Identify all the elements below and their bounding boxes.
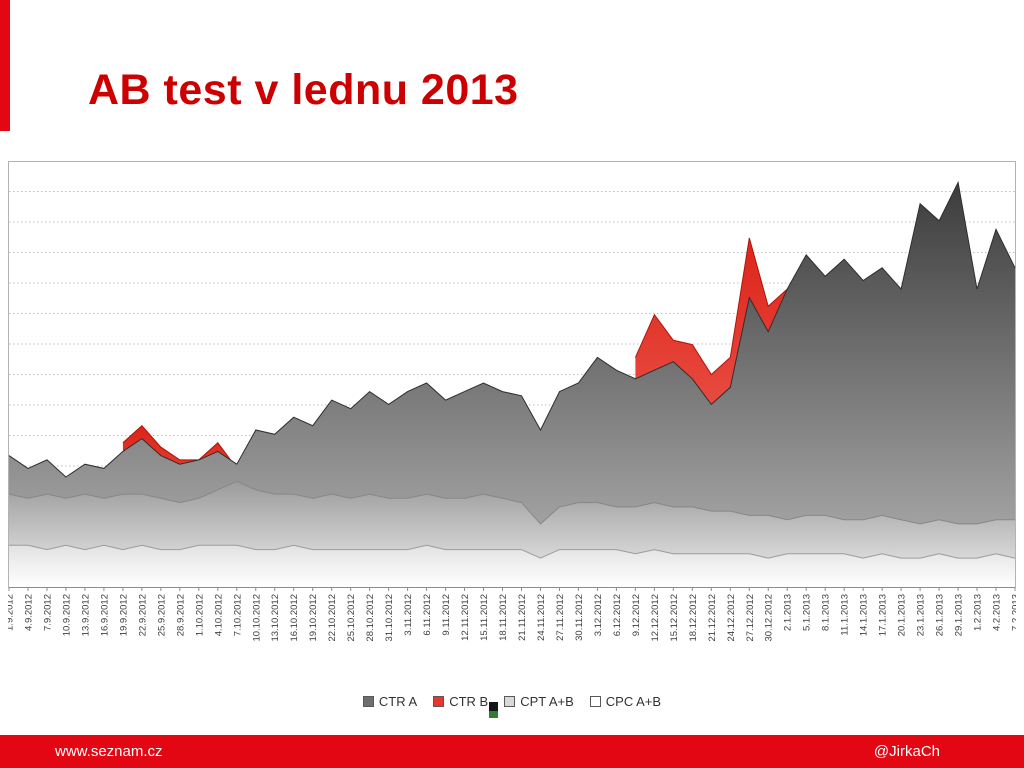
chart: 1.9.2012 4.9.2012 7.9.2012 10.9.2012 13.9.20…: [8, 161, 1016, 709]
slide-title: AB test v lednu 2013: [88, 66, 519, 114]
x-tick-label: 2.1.2013: [783, 594, 794, 631]
legend-swatch: [362, 696, 374, 707]
footer-right-text: @JirkaCh: [873, 743, 940, 760]
x-tick-label: 24.11.2012: [536, 594, 547, 641]
small-artifact-icon: [489, 702, 498, 718]
x-tick-label: 9.12.2012: [631, 594, 642, 636]
x-tick-label: 16.9.2012: [99, 594, 110, 636]
accent-bar: [0, 0, 10, 131]
x-tick-label: 4.9.2012: [23, 594, 34, 631]
x-tick-label: 1.10.2012: [194, 594, 205, 636]
x-tick-label: 30.12.2012: [764, 594, 775, 642]
x-tick-label: 19.10.2012: [308, 594, 319, 642]
x-tick-label: 31.10.2012: [384, 594, 395, 642]
x-tick-label: 7.2.2013: [1011, 594, 1017, 631]
legend-label: CPC A+B: [605, 694, 662, 709]
legend-label: CTR A: [378, 694, 418, 709]
legend-label: CPT A+B: [520, 694, 574, 709]
legend-item-ctr-b: CTR B: [433, 694, 488, 709]
x-tick-label: 30.11.2012: [574, 594, 585, 641]
legend-swatch: [433, 696, 445, 707]
x-tick-label: 9.11.2012: [441, 594, 452, 636]
x-tick-label: 5.1.2013: [802, 594, 813, 631]
x-tick-label: 3.11.2012: [403, 594, 414, 636]
chart-legend: CTR A CTR B CPT A+B CPC A+B: [8, 694, 1016, 709]
x-tick-label: 6.11.2012: [422, 594, 433, 636]
x-tick-label: 8.1.2013: [821, 594, 832, 631]
x-tick-label: 12.11.2012: [460, 594, 471, 641]
footer-bar: www.seznam.cz @JirkaCh: [0, 735, 1024, 768]
x-tick-label: 4.10.2012: [213, 594, 224, 636]
x-tick-label: 28.9.2012: [175, 594, 186, 636]
legend-swatch: [589, 696, 601, 707]
x-tick-label: 3.12.2012: [593, 594, 604, 636]
x-tick-label: 27.11.2012: [555, 594, 566, 641]
x-tick-label: 6.12.2012: [612, 594, 623, 636]
x-tick-label: 1.2.2013: [973, 594, 984, 631]
x-tick-label: 25.9.2012: [156, 594, 167, 636]
x-tick-label: 25.10.2012: [346, 594, 357, 642]
x-tick-label: 14.1.2013: [859, 594, 870, 636]
x-tick-label: 12.12.2012: [650, 594, 661, 642]
series-cpc-a-b: [9, 544, 1016, 587]
x-tick-label: 22.9.2012: [137, 594, 148, 636]
x-tick-label: 1.9.2012: [8, 594, 16, 631]
legend-item-cpt-a-b: CPT A+B: [504, 694, 574, 709]
x-tick-label: 16.10.2012: [289, 594, 300, 642]
x-axis-labels: 1.9.2012 4.9.2012 7.9.2012 10.9.2012 13.9.20…: [8, 588, 1016, 642]
x-tick-label: 10.10.2012: [251, 594, 262, 642]
x-tick-label: 23.1.2013: [916, 594, 927, 636]
x-tick-label: 13.9.2012: [80, 594, 91, 636]
x-tick-label: 27.12.2012: [745, 594, 756, 642]
x-tick-label: 20.1.2013: [897, 594, 908, 636]
legend-swatch: [504, 696, 516, 707]
x-tick-label: 29.1.2013: [954, 594, 965, 636]
series-ctr-a: [8, 180, 1016, 587]
footer-left-text: www.seznam.cz: [55, 743, 163, 760]
chart-plot: 1.9.2012 4.9.2012 7.9.2012 10.9.2012 13.9.20…: [8, 161, 1016, 642]
legend-item-cpc-a-b: CPC A+B: [589, 694, 662, 709]
x-tick-label: 24.12.2012: [726, 594, 737, 642]
x-tick-label: 11.1.2013: [840, 594, 851, 636]
x-tick-label: 4.2.2013: [992, 594, 1003, 631]
x-tick-label: 7.9.2012: [42, 594, 53, 631]
x-tick-label: 28.10.2012: [365, 594, 376, 642]
legend-label: CTR B: [449, 694, 489, 709]
x-tick-label: 21.11.2012: [517, 594, 528, 641]
x-tick-label: 19.9.2012: [118, 594, 129, 636]
x-tick-label: 26.1.2013: [935, 594, 946, 636]
x-tick-label: 22.10.2012: [327, 594, 338, 642]
legend-item-ctr-a: CTR A: [362, 694, 418, 709]
x-tick-label: 13.10.2012: [270, 594, 281, 642]
x-tick-label: 15.11.2012: [479, 594, 490, 641]
x-tick-label: 18.11.2012: [498, 594, 509, 641]
x-tick-label: 18.12.2012: [688, 594, 699, 642]
x-tick-label: 15.12.2012: [669, 594, 680, 642]
x-tick-label: 17.1.2013: [878, 594, 889, 636]
x-tick-label: 10.9.2012: [61, 594, 72, 636]
x-tick-label: 21.12.2012: [707, 594, 718, 642]
x-tick-label: 7.10.2012: [232, 594, 243, 636]
